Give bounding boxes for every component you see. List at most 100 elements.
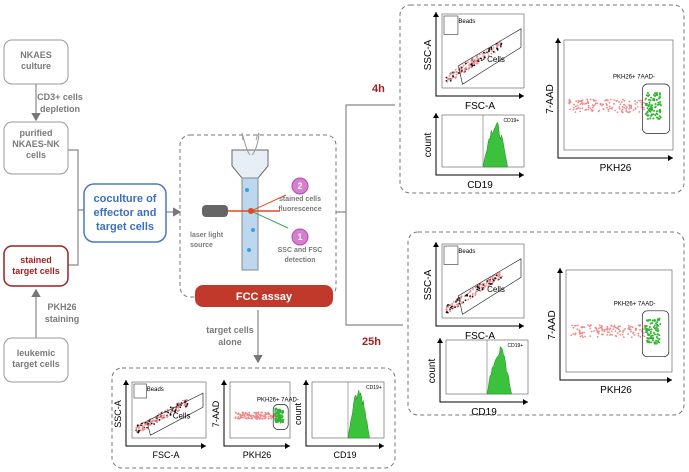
- dot: [452, 72, 455, 75]
- dot: [269, 416, 272, 418]
- dot: [614, 330, 617, 333]
- dot: [255, 417, 257, 420]
- dot: [584, 109, 587, 111]
- dot: [587, 108, 590, 111]
- dot: [240, 416, 242, 419]
- dot: [621, 105, 624, 108]
- dot: [470, 59, 473, 62]
- dot: [654, 326, 657, 329]
- step-box: [3, 337, 69, 383]
- dot: [480, 57, 482, 60]
- dot: [650, 96, 653, 99]
- dot: [594, 326, 597, 329]
- dot: [464, 299, 467, 302]
- dot: [447, 306, 450, 308]
- dot: [619, 325, 622, 328]
- dot: [471, 288, 474, 290]
- dot: [636, 101, 639, 104]
- gate-label: PKH26+ 7AAD-: [613, 75, 655, 81]
- dot: [587, 101, 590, 104]
- gate: [443, 15, 459, 35]
- dot: [492, 279, 495, 282]
- dot: [491, 280, 494, 283]
- dot: [649, 322, 652, 325]
- dot: [185, 402, 188, 405]
- axis-label: PKH26: [600, 385, 632, 396]
- dot: [243, 415, 246, 417]
- histogram: [482, 121, 508, 168]
- dot: [656, 324, 659, 327]
- dot: [490, 52, 493, 55]
- gate-label: Beads: [147, 387, 164, 393]
- dot: [652, 113, 655, 116]
- dot: [623, 106, 626, 109]
- dot: [274, 415, 277, 418]
- dot: [483, 56, 486, 59]
- dot: [159, 416, 162, 419]
- dot: [624, 327, 627, 330]
- axis-label: count: [427, 359, 438, 384]
- axis-label: FSC-A: [465, 101, 495, 112]
- dot: [649, 117, 652, 120]
- dot: [275, 421, 278, 424]
- dot: [611, 107, 613, 110]
- dot: [602, 108, 605, 110]
- dot: [647, 340, 650, 343]
- dot: [638, 99, 641, 102]
- dot: [470, 63, 473, 66]
- dot: [614, 326, 617, 329]
- dot: [495, 274, 498, 277]
- dot: [646, 111, 649, 114]
- dot: [475, 61, 478, 63]
- dot: [244, 412, 247, 415]
- dot: [579, 107, 581, 110]
- dot: [572, 106, 575, 109]
- dot: [655, 112, 658, 115]
- dot: [478, 289, 480, 292]
- dot: [621, 111, 624, 114]
- axis-label: FSC-A: [465, 331, 495, 342]
- dot: [622, 98, 624, 101]
- dot: [148, 424, 151, 427]
- dot: [655, 329, 658, 332]
- dot: [639, 328, 641, 331]
- dot: [629, 104, 632, 107]
- time-label: 4h: [372, 83, 385, 95]
- dot: [623, 103, 625, 106]
- dot: [573, 103, 575, 106]
- dot: [610, 324, 613, 327]
- dot: [177, 405, 180, 408]
- dot: [651, 339, 654, 342]
- step-label: cells: [26, 150, 46, 160]
- dot: [658, 341, 661, 344]
- dot: [590, 109, 593, 111]
- gate: [642, 83, 671, 134]
- dot: [651, 108, 654, 111]
- coculture-label: target cells: [96, 221, 154, 233]
- dot: [446, 77, 449, 80]
- dot: [586, 98, 589, 101]
- coculture-box: [83, 183, 167, 243]
- dot: [461, 301, 463, 304]
- dot: [449, 306, 452, 309]
- dot: [583, 326, 586, 329]
- dot: [474, 290, 477, 293]
- dot: [269, 414, 272, 417]
- dot: [619, 103, 622, 106]
- dot: [625, 110, 628, 113]
- dot: [480, 286, 483, 289]
- dot: [279, 421, 282, 424]
- dot: [646, 117, 649, 120]
- dot: [596, 335, 599, 338]
- dot: [450, 78, 452, 81]
- dot: [277, 412, 280, 415]
- dot: [656, 340, 659, 343]
- dot: [582, 326, 584, 329]
- dot: [257, 413, 260, 415]
- dot: [587, 105, 590, 107]
- dot: [648, 328, 651, 331]
- gate-label: CD19+: [508, 343, 524, 349]
- dot: [238, 417, 240, 420]
- dot: [639, 336, 642, 338]
- dot: [600, 325, 603, 327]
